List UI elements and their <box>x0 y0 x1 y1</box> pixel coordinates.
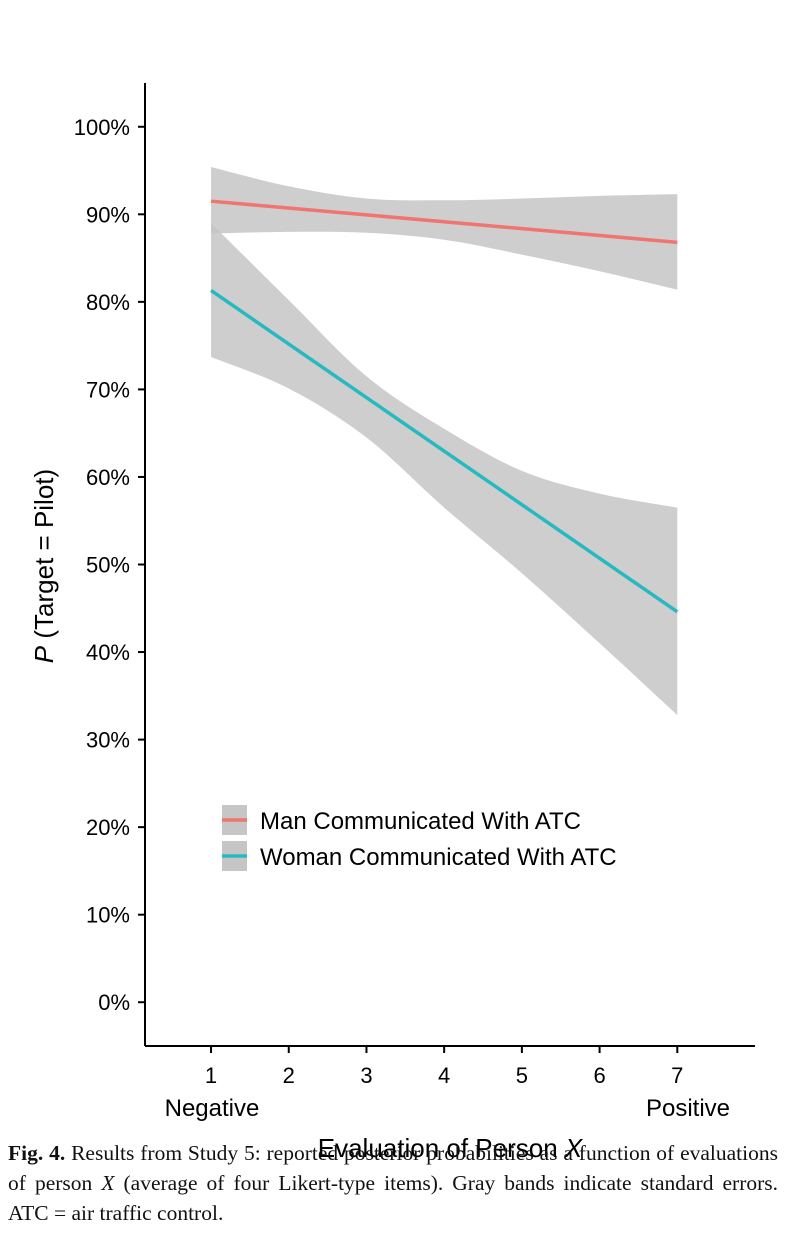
x-axis-title: Evaluation of Person X <box>318 1133 584 1163</box>
x-tick-label: 7 <box>671 1063 683 1088</box>
x-axis-title-text: Evaluation of Person <box>318 1133 558 1163</box>
legend-label-woman: Woman Communicated With ATC <box>260 844 617 871</box>
figure-caption: Fig. 4. Results from Study 5: reported p… <box>8 1138 778 1228</box>
y-axis-ticks: 0% 10% 20% 30% 40% 50% 60% 70% 80% 90% 100% <box>74 115 145 1015</box>
x-tick-label: 4 <box>438 1063 450 1088</box>
y-tick-label: 40% <box>86 640 130 665</box>
legend-label-man: Man Communicated With ATC <box>260 808 581 835</box>
y-tick-label: 30% <box>86 728 130 753</box>
line-series-1 <box>210 289 679 614</box>
x-tick-label: 3 <box>360 1063 372 1088</box>
caption-text: Results from Study 5: reported posterior… <box>8 1141 778 1195</box>
x-tick-label: 1 <box>205 1063 217 1088</box>
y-axis-title-text: (Target = Pilot) <box>29 469 59 639</box>
y-tick-label: 80% <box>86 290 130 315</box>
band-series-1 <box>211 223 678 716</box>
x-tick-label: 2 <box>283 1063 295 1088</box>
x-tick-label: 5 <box>516 1063 528 1088</box>
x-axis-ticks: 1 2 3 4 5 6 7 <box>205 1046 683 1088</box>
y-tick-label: 100% <box>74 115 130 140</box>
legend: Man Communicated With ATC Woman Communic… <box>222 805 617 871</box>
x-tick-label: 6 <box>593 1063 605 1088</box>
y-tick-label: 0% <box>98 990 130 1015</box>
y-tick-label: 90% <box>86 202 130 227</box>
y-tick-label: 50% <box>86 553 130 578</box>
y-tick-label: 60% <box>86 465 130 490</box>
caption-label: Fig. 4. <box>8 1141 66 1165</box>
y-tick-label: 10% <box>86 903 130 928</box>
y-axis-title: P (Target = Pilot) <box>29 469 59 663</box>
caption-person-var: X <box>101 1171 115 1195</box>
x-anchor-negative: Negative <box>165 1095 260 1122</box>
y-tick-label: 20% <box>86 815 130 840</box>
x-anchor-positive: Positive <box>646 1095 730 1122</box>
caption-text-end: (average of four Likert-type items). Gra… <box>8 1171 779 1225</box>
band-series-0 <box>211 167 678 290</box>
x-axis-title-var: X <box>564 1133 584 1163</box>
series-lines <box>210 199 679 614</box>
y-tick-label: 70% <box>86 377 130 402</box>
y-axis-title-var: P <box>29 645 59 663</box>
confidence-bands <box>211 167 678 716</box>
line-series-0 <box>210 199 678 245</box>
